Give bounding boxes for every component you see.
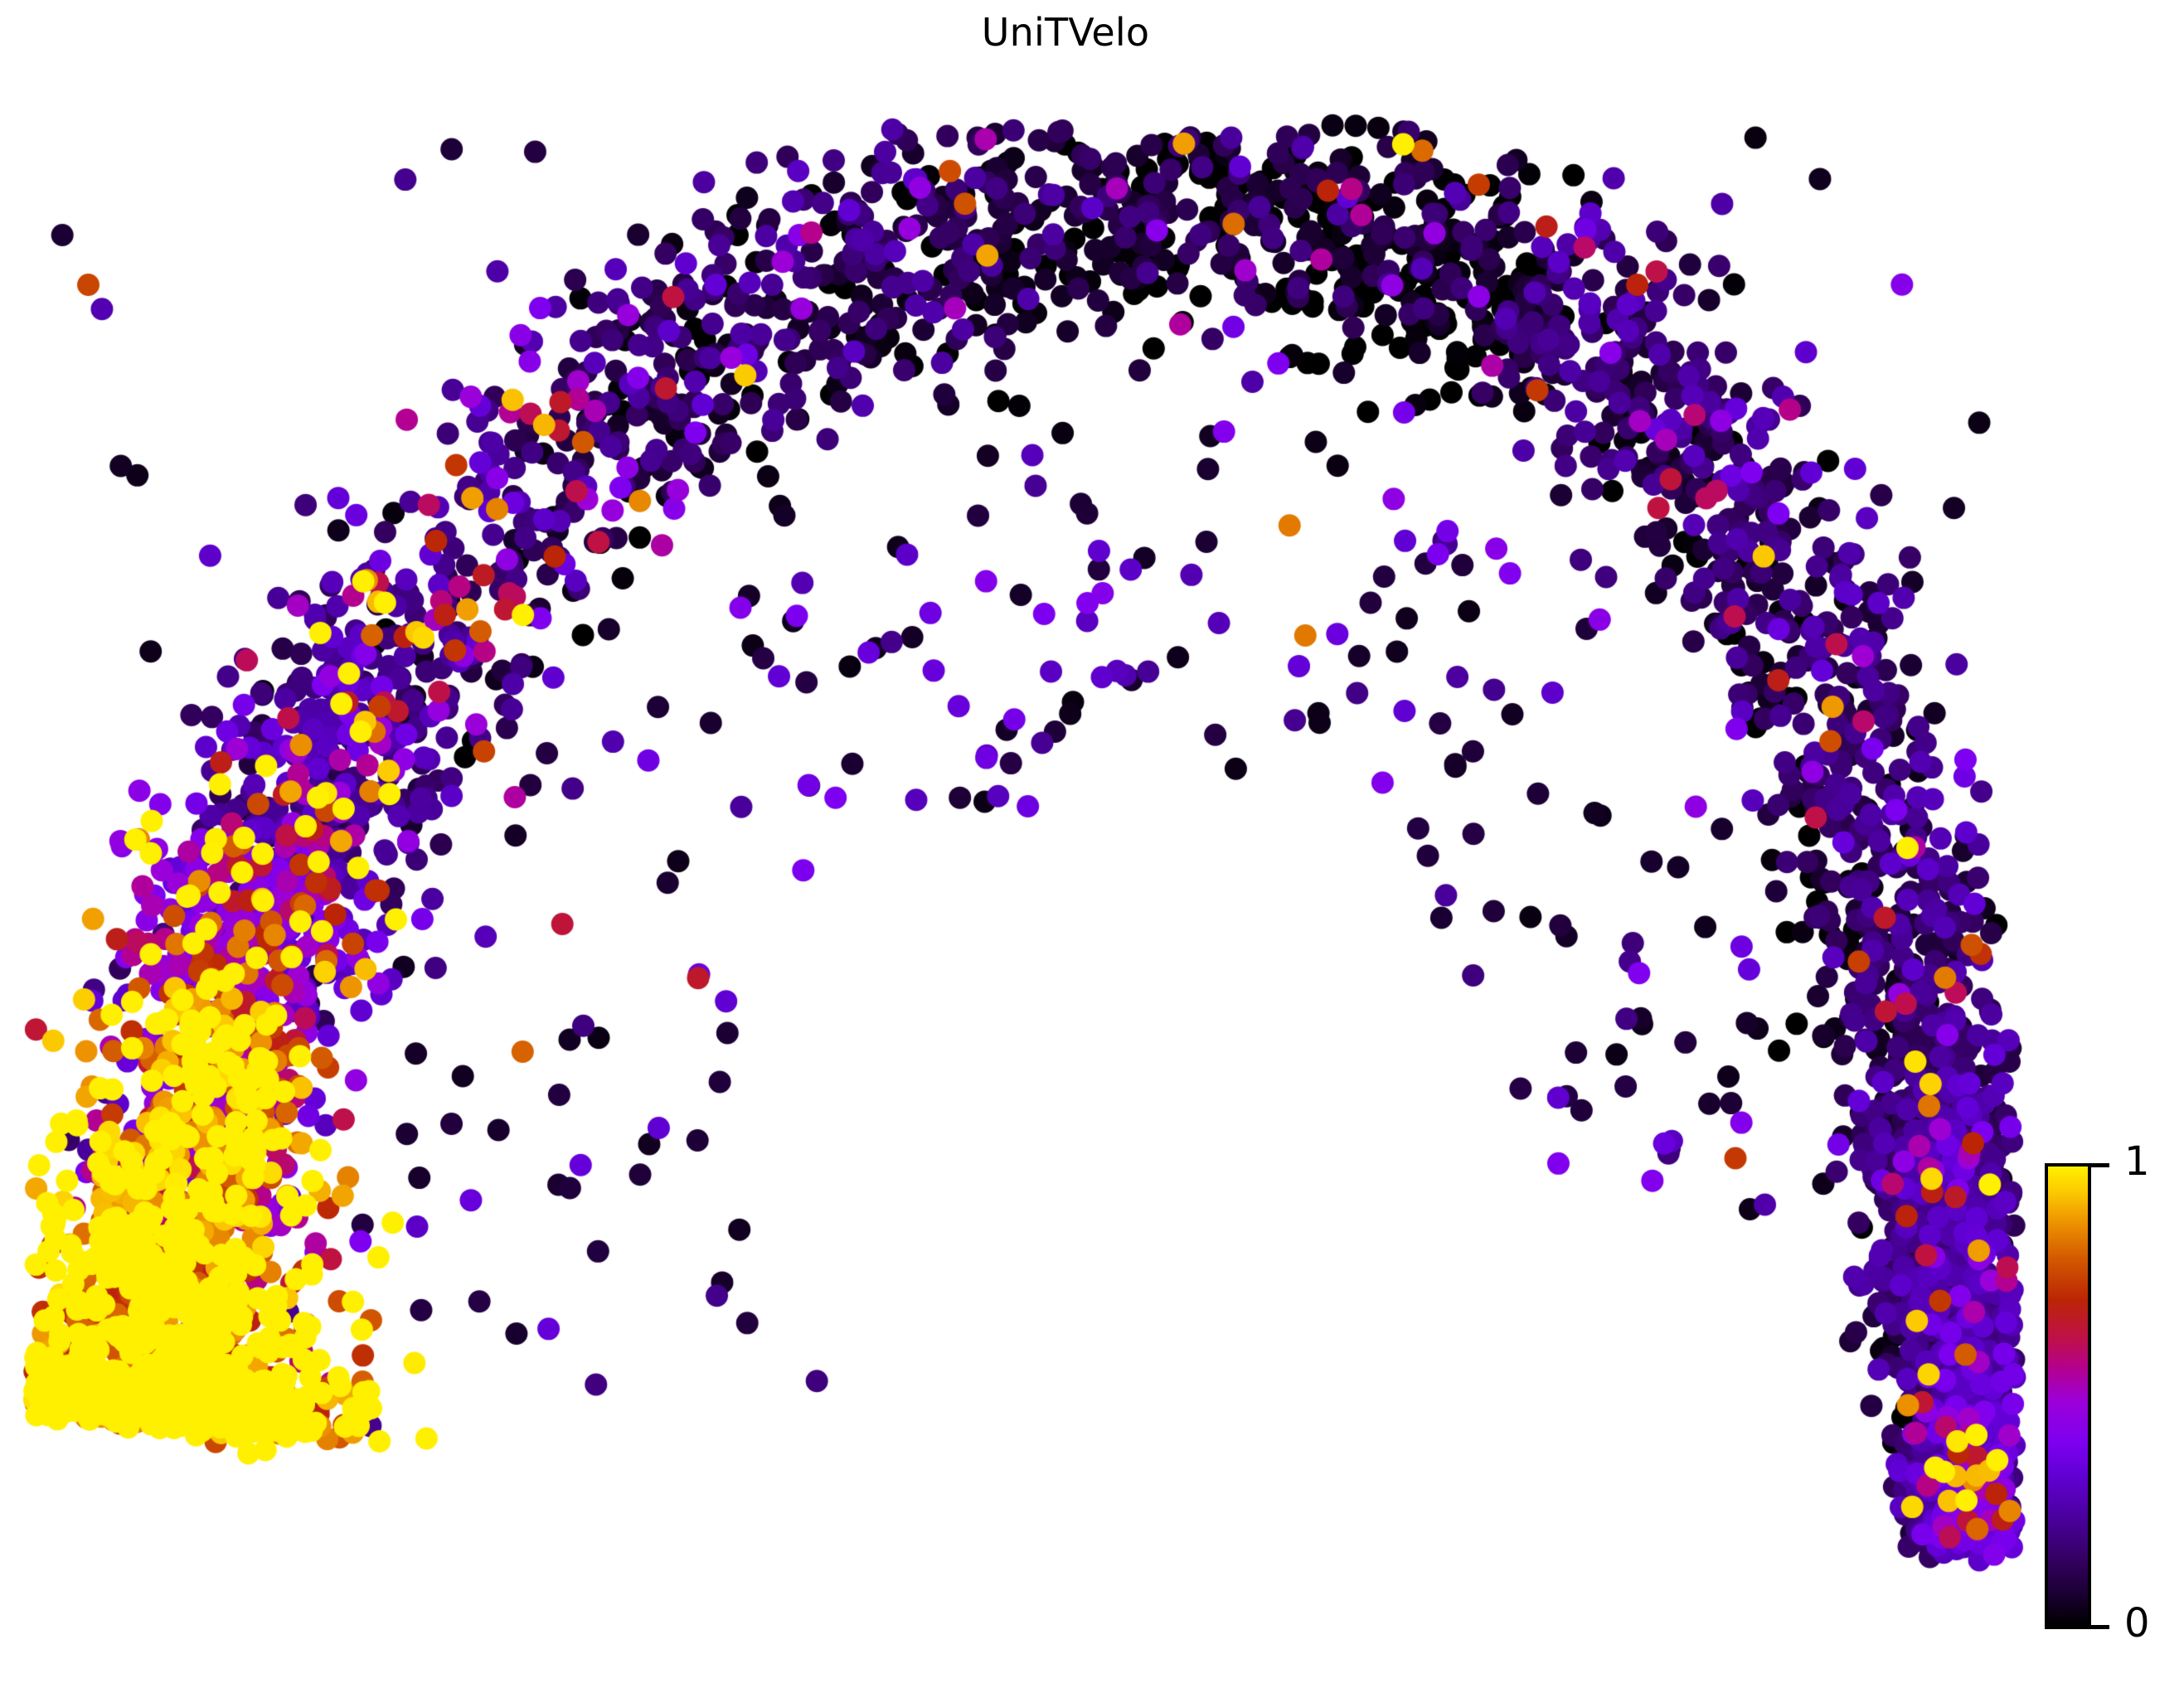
colorbar-tick-max: [2091, 1163, 2109, 1167]
colorbar-gradient: [2045, 1163, 2091, 1629]
colorbar-tick-min: [2091, 1625, 2109, 1629]
colorbar-label-max: 1: [2124, 1138, 2150, 1185]
colorbar: 1 0: [2045, 1142, 2177, 1643]
colorbar-label-min: 0: [2124, 1600, 2150, 1647]
